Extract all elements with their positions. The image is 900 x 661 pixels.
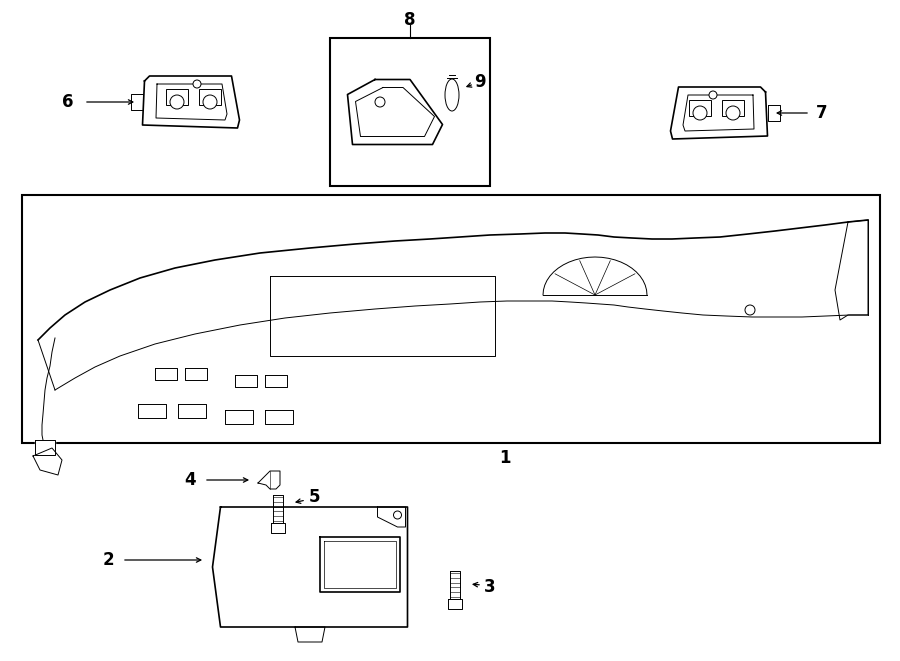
Text: 3: 3 <box>484 578 496 596</box>
Polygon shape <box>295 627 325 642</box>
Bar <box>166 89 188 105</box>
Polygon shape <box>347 79 443 145</box>
Polygon shape <box>768 105 779 121</box>
Polygon shape <box>155 368 177 380</box>
Polygon shape <box>212 507 408 627</box>
Text: 7: 7 <box>816 104 828 122</box>
Polygon shape <box>448 599 462 609</box>
Polygon shape <box>130 94 142 110</box>
Polygon shape <box>377 507 406 527</box>
Circle shape <box>709 91 717 99</box>
Text: 4: 4 <box>184 471 196 489</box>
Polygon shape <box>270 276 495 356</box>
Circle shape <box>693 106 707 120</box>
Circle shape <box>170 95 184 109</box>
Polygon shape <box>33 448 62 475</box>
Text: 9: 9 <box>474 73 486 91</box>
Polygon shape <box>320 537 400 592</box>
Text: 5: 5 <box>310 488 320 506</box>
Bar <box>689 100 711 116</box>
Polygon shape <box>835 220 868 320</box>
Circle shape <box>193 80 201 88</box>
Polygon shape <box>258 471 280 489</box>
Ellipse shape <box>445 79 459 111</box>
Circle shape <box>393 511 401 519</box>
Bar <box>330 38 490 186</box>
Polygon shape <box>38 220 868 390</box>
Polygon shape <box>543 257 647 295</box>
Polygon shape <box>265 410 293 424</box>
Bar <box>199 89 221 105</box>
Text: 1: 1 <box>500 449 511 467</box>
Polygon shape <box>138 404 166 418</box>
Polygon shape <box>178 404 206 418</box>
Text: 6: 6 <box>62 93 74 111</box>
Polygon shape <box>235 375 257 387</box>
Circle shape <box>203 95 217 109</box>
Text: 8: 8 <box>404 11 416 29</box>
Circle shape <box>745 305 755 315</box>
Bar <box>22 195 880 443</box>
Polygon shape <box>35 440 55 455</box>
Polygon shape <box>265 375 287 387</box>
Polygon shape <box>273 495 283 523</box>
Circle shape <box>375 97 385 107</box>
Bar <box>722 100 744 116</box>
Circle shape <box>726 106 740 120</box>
Polygon shape <box>271 523 285 533</box>
Polygon shape <box>185 368 207 380</box>
Polygon shape <box>225 410 253 424</box>
Text: 2: 2 <box>103 551 113 569</box>
Polygon shape <box>142 76 239 128</box>
Polygon shape <box>670 87 768 139</box>
Polygon shape <box>450 571 460 599</box>
